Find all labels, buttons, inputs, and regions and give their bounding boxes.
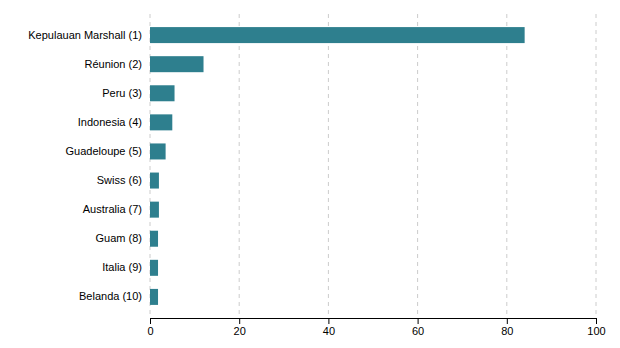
tick: Peru (3) — [102, 87, 142, 99]
tick: 40 — [323, 318, 335, 337]
bar — [150, 289, 158, 305]
tick-label: 100 — [587, 325, 605, 337]
tick: 0 — [147, 318, 153, 337]
tick-label: Australia (7) — [83, 203, 142, 215]
tick-label: 40 — [323, 325, 335, 337]
tick-label: Réunion (2) — [85, 58, 142, 70]
tick-mark — [150, 318, 151, 324]
tick: Swiss (6) — [97, 174, 142, 186]
bar — [150, 114, 172, 130]
tick: Réunion (2) — [85, 58, 142, 70]
tick-label: 80 — [501, 325, 513, 337]
bar — [150, 143, 166, 159]
tick: Guam (8) — [96, 232, 142, 244]
tick-mark — [507, 318, 508, 324]
tick: 60 — [412, 318, 424, 337]
tick-mark — [596, 318, 597, 324]
bar — [150, 173, 159, 189]
tick: 20 — [234, 318, 246, 337]
bar — [150, 231, 158, 247]
tick-label: Swiss (6) — [97, 174, 142, 186]
grid-line — [596, 14, 597, 318]
chart: 0 20 40 60 80 100 Kepulauan Marshall (1) Réunio… — [0, 0, 620, 348]
grid-line — [417, 14, 418, 318]
tick-label: 20 — [234, 325, 246, 337]
bar — [150, 85, 175, 101]
bar — [150, 202, 159, 218]
tick: Australia (7) — [83, 203, 142, 215]
tick: Indonesia (4) — [78, 116, 142, 128]
tick-mark — [239, 318, 240, 324]
bar — [150, 260, 158, 276]
grid-line — [328, 14, 329, 318]
tick: 100 — [587, 318, 605, 337]
tick-mark — [418, 318, 419, 324]
tick: Guadeloupe (5) — [66, 145, 142, 157]
tick-label: 0 — [147, 325, 153, 337]
tick-label: Indonesia (4) — [78, 116, 142, 128]
tick-label: 60 — [412, 325, 424, 337]
tick-label: Italia (9) — [102, 261, 142, 273]
value-axis: 0 20 40 60 80 100 — [147, 318, 605, 337]
bars — [150, 27, 525, 305]
tick-label: Peru (3) — [102, 87, 142, 99]
bar — [150, 56, 204, 72]
tick-label: Kepulauan Marshall (1) — [28, 29, 142, 41]
tick: 80 — [501, 318, 513, 337]
grid-line — [239, 14, 240, 318]
tick-label: Guam (8) — [96, 232, 142, 244]
plot: 0 20 40 60 80 100 Kepulauan Marshall (1) Réunio… — [28, 14, 605, 337]
grid-line — [506, 14, 507, 318]
category-axis: Kepulauan Marshall (1) Réunion (2) Peru (3… — [28, 29, 142, 303]
tick-label: Belanda (10) — [79, 290, 142, 302]
grid — [150, 14, 596, 318]
tick-label: Guadeloupe (5) — [66, 145, 142, 157]
tick: Kepulauan Marshall (1) — [28, 29, 142, 41]
axis-line — [151, 319, 597, 325]
tick-mark — [328, 318, 329, 324]
tick: Italia (9) — [102, 261, 142, 273]
tick: Belanda (10) — [79, 290, 142, 302]
bar — [150, 27, 525, 43]
